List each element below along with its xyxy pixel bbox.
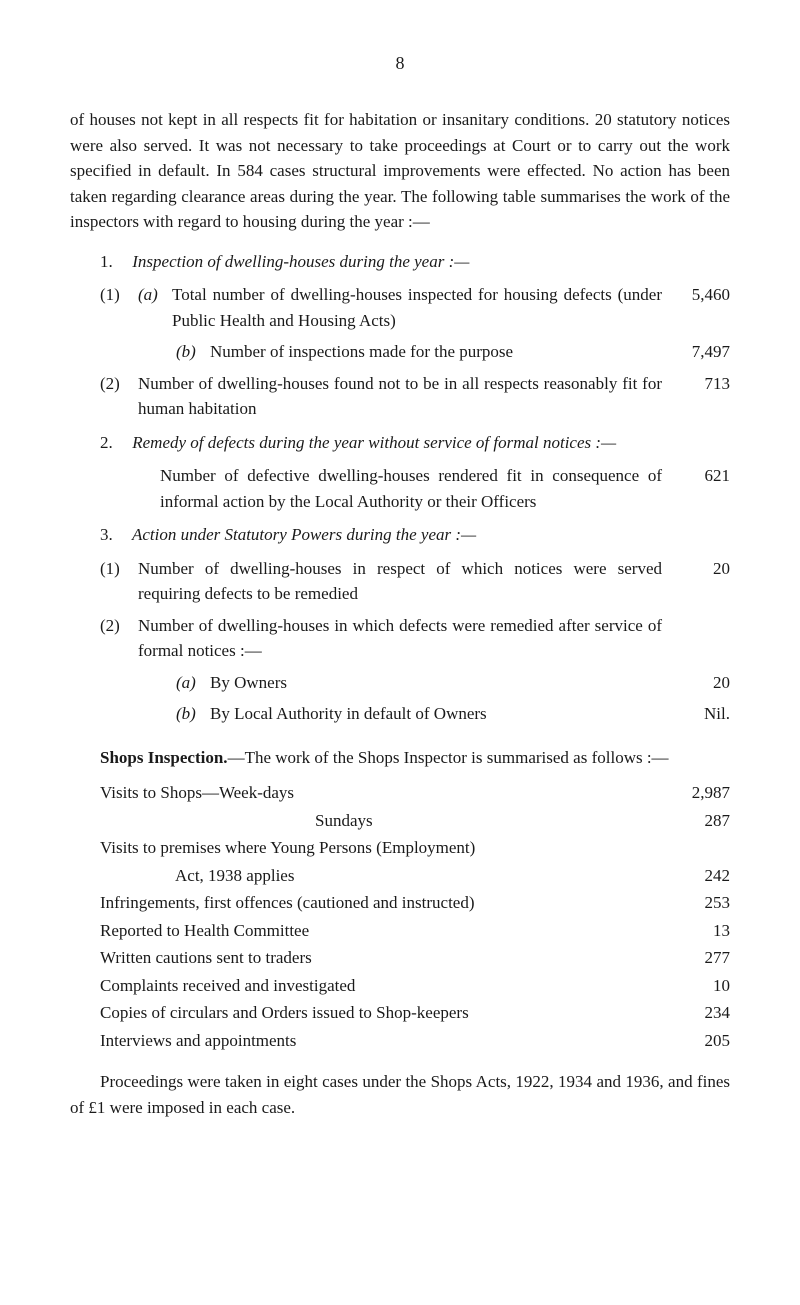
row-value: 277 [670,945,730,971]
sec2-text: Number of defective dwelling-houses rend… [160,463,670,514]
sec1-row-1a: (1) (a) Total number of dwelling-houses … [70,282,730,333]
list-item: Reported to Health Committee13 [70,918,730,944]
row-value: 10 [670,973,730,999]
sec1-2-num: (2) [100,371,138,422]
sec3-row-a: (a) By Owners 20 [70,670,730,696]
row-value: 234 [670,1000,730,1026]
list-item: Complaints received and investigated10 [70,973,730,999]
sec3-row-1: (1) Number of dwelling-houses in respect… [70,556,730,607]
sec3-b-val: Nil. [670,701,730,727]
sec3-b-text: By Local Authority in default of Owners [210,701,670,727]
final-paragraph: Proceedings were taken in eight cases un… [70,1069,730,1120]
sec3-row-2: (2) Number of dwelling-houses in which d… [70,613,730,664]
row-value [670,835,730,861]
section-1-title: Inspection of dwelling-houses during the… [132,252,469,271]
sec1-1-num: (1) [100,282,138,333]
section-1-heading: 1. Inspection of dwelling-houses during … [70,249,730,275]
list-item: Interviews and appointments205 [70,1028,730,1054]
sec3-2-text: Number of dwelling-houses in which defec… [138,613,670,664]
list-item: Infringements, first offences (cautioned… [70,890,730,916]
row-value: 287 [670,808,730,834]
sec1-1b-val: 7,497 [670,339,730,365]
sec3-1-num: (1) [100,556,138,607]
section-1-num: 1. [100,249,128,275]
page-number: 8 [70,50,730,77]
row-value: 242 [670,863,730,889]
row-label: Written cautions sent to traders [100,945,670,971]
row-label: Complaints received and investigated [100,973,670,999]
section-3-heading: 3. Action under Statutory Powers during … [70,522,730,548]
sec3-a-text: By Owners [210,670,670,696]
sec3-2-num: (2) [100,613,138,664]
row-label: Visits to Shops—Week-days [100,780,670,806]
row-label: Act, 1938 applies [100,863,670,889]
list-item: Visits to Shops—Week-days2,987 [70,780,730,806]
section-2-num: 2. [100,430,128,456]
list-item: Copies of circulars and Orders issued to… [70,1000,730,1026]
row-label: Interviews and appointments [100,1028,670,1054]
row-value: 2,987 [670,780,730,806]
sec2-val: 621 [670,463,730,514]
blank-val [670,613,730,664]
sec1-1b-letter: (b) [176,339,210,365]
sec1-row-1b: (b) Number of inspections made for the p… [70,339,730,365]
sec1-1a-text: Total number of dwelling-houses inspecte… [172,282,670,333]
blank [138,701,176,727]
shops-heading-bold: Shops Inspection. [100,748,228,767]
section-2-title: Remedy of defects during the year withou… [132,433,616,452]
row-value: 253 [670,890,730,916]
section-3-title: Action under Statutory Powers during the… [132,525,476,544]
row-label: Reported to Health Committee [100,918,670,944]
sec1-row-2: (2) Number of dwelling-houses found not … [70,371,730,422]
sec2-row: Number of defective dwelling-houses rend… [70,463,730,514]
section-2-heading: 2. Remedy of defects during the year wit… [70,430,730,456]
row-label: Copies of circulars and Orders issued to… [100,1000,670,1026]
sec1-1a-val: 5,460 [670,282,730,333]
sec3-row-b: (b) By Local Authority in default of Own… [70,701,730,727]
list-item: Sundays287 [70,808,730,834]
row-value: 205 [670,1028,730,1054]
intro-paragraph: of houses not kept in all respects fit f… [70,107,730,235]
row-label: Visits to premises where Young Persons (… [100,835,670,861]
list-item: Written cautions sent to traders277 [70,945,730,971]
row-value: 13 [670,918,730,944]
sec3-b-letter: (b) [176,701,210,727]
sec1-1b-text: Number of inspections made for the purpo… [210,339,670,365]
shops-heading-rest: —The work of the Shops Inspector is summ… [228,748,669,767]
list-item: Visits to premises where Young Persons (… [70,835,730,861]
list-item: Act, 1938 applies242 [70,863,730,889]
sec3-a-letter: (a) [176,670,210,696]
sec1-2-val: 713 [670,371,730,422]
blank [138,339,176,365]
shops-heading: Shops Inspection.—The work of the Shops … [70,745,730,771]
sec3-1-text: Number of dwelling-houses in respect of … [138,556,670,607]
sec1-2-text: Number of dwelling-houses found not to b… [138,371,670,422]
row-label: Infringements, first offences (cautioned… [100,890,670,916]
blank [138,670,176,696]
row-label: Sundays [100,808,670,834]
sec3-1-val: 20 [670,556,730,607]
sec3-a-val: 20 [670,670,730,696]
shops-table: Visits to Shops—Week-days2,987Sundays287… [70,780,730,1053]
sec1-1a-letter: (a) [138,282,172,333]
section-3-num: 3. [100,522,128,548]
